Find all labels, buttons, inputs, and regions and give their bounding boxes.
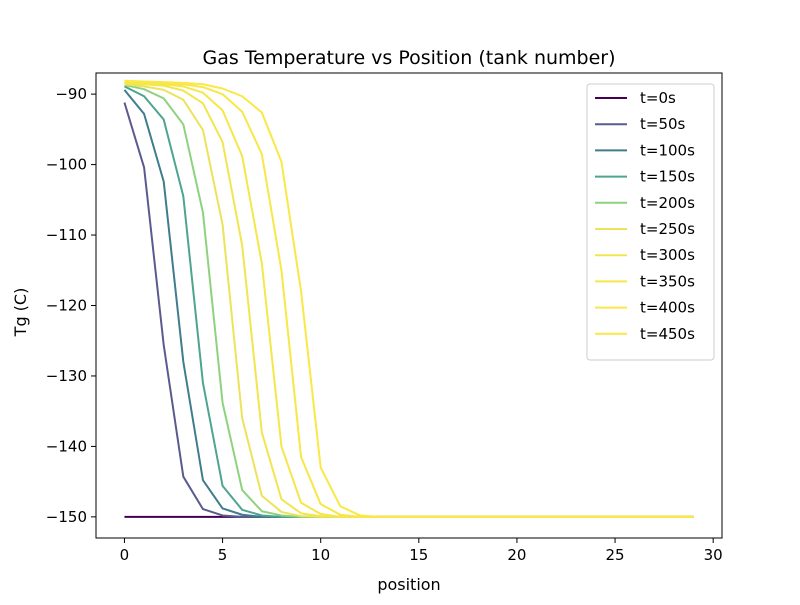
x-tick-label: 0 bbox=[120, 546, 130, 564]
y-tick-label: −110 bbox=[46, 226, 87, 244]
legend-label: t=400s bbox=[640, 299, 695, 317]
x-tick-label: 15 bbox=[409, 546, 428, 564]
axis-ticks: 0 5 10 15 20 25 30 −150 −140 −130 −120 −110 −100 −90 bbox=[46, 85, 723, 564]
legend-label: t=100s bbox=[640, 141, 695, 159]
x-tick-label: 25 bbox=[606, 546, 625, 564]
legend-label: t=0s bbox=[640, 89, 676, 107]
legend-label: t=450s bbox=[640, 325, 695, 343]
legend-label: t=350s bbox=[640, 272, 695, 290]
y-tick-label: −90 bbox=[55, 85, 87, 103]
y-tick-label: −140 bbox=[46, 437, 87, 455]
y-tick-label: −120 bbox=[46, 297, 87, 315]
plot-area bbox=[95, 72, 723, 539]
legend-box bbox=[586, 83, 715, 361]
x-tick-label: 10 bbox=[311, 546, 330, 564]
y-tick-label: −100 bbox=[46, 156, 87, 174]
x-axis-label: position bbox=[377, 575, 440, 594]
x-tick-label: 30 bbox=[704, 546, 723, 564]
y-axis-label: Tg (C) bbox=[11, 288, 30, 338]
legend-label: t=250s bbox=[640, 220, 695, 238]
chart-title: Gas Temperature vs Position (tank number… bbox=[202, 47, 615, 69]
x-tick-label: 5 bbox=[218, 546, 228, 564]
legend-label: t=300s bbox=[640, 246, 695, 264]
legend-label: t=50s bbox=[640, 115, 686, 133]
y-tick-label: −130 bbox=[46, 367, 87, 385]
series-line-t-450s bbox=[124, 79, 694, 518]
legend: t=0s t=50s t=100s t=150s t=200s t=250s t=300s t… bbox=[586, 83, 715, 361]
y-tick-label: −150 bbox=[46, 508, 87, 526]
legend-label: t=200s bbox=[640, 194, 695, 212]
legend-label: t=150s bbox=[640, 168, 695, 186]
x-tick-label: 20 bbox=[507, 546, 526, 564]
